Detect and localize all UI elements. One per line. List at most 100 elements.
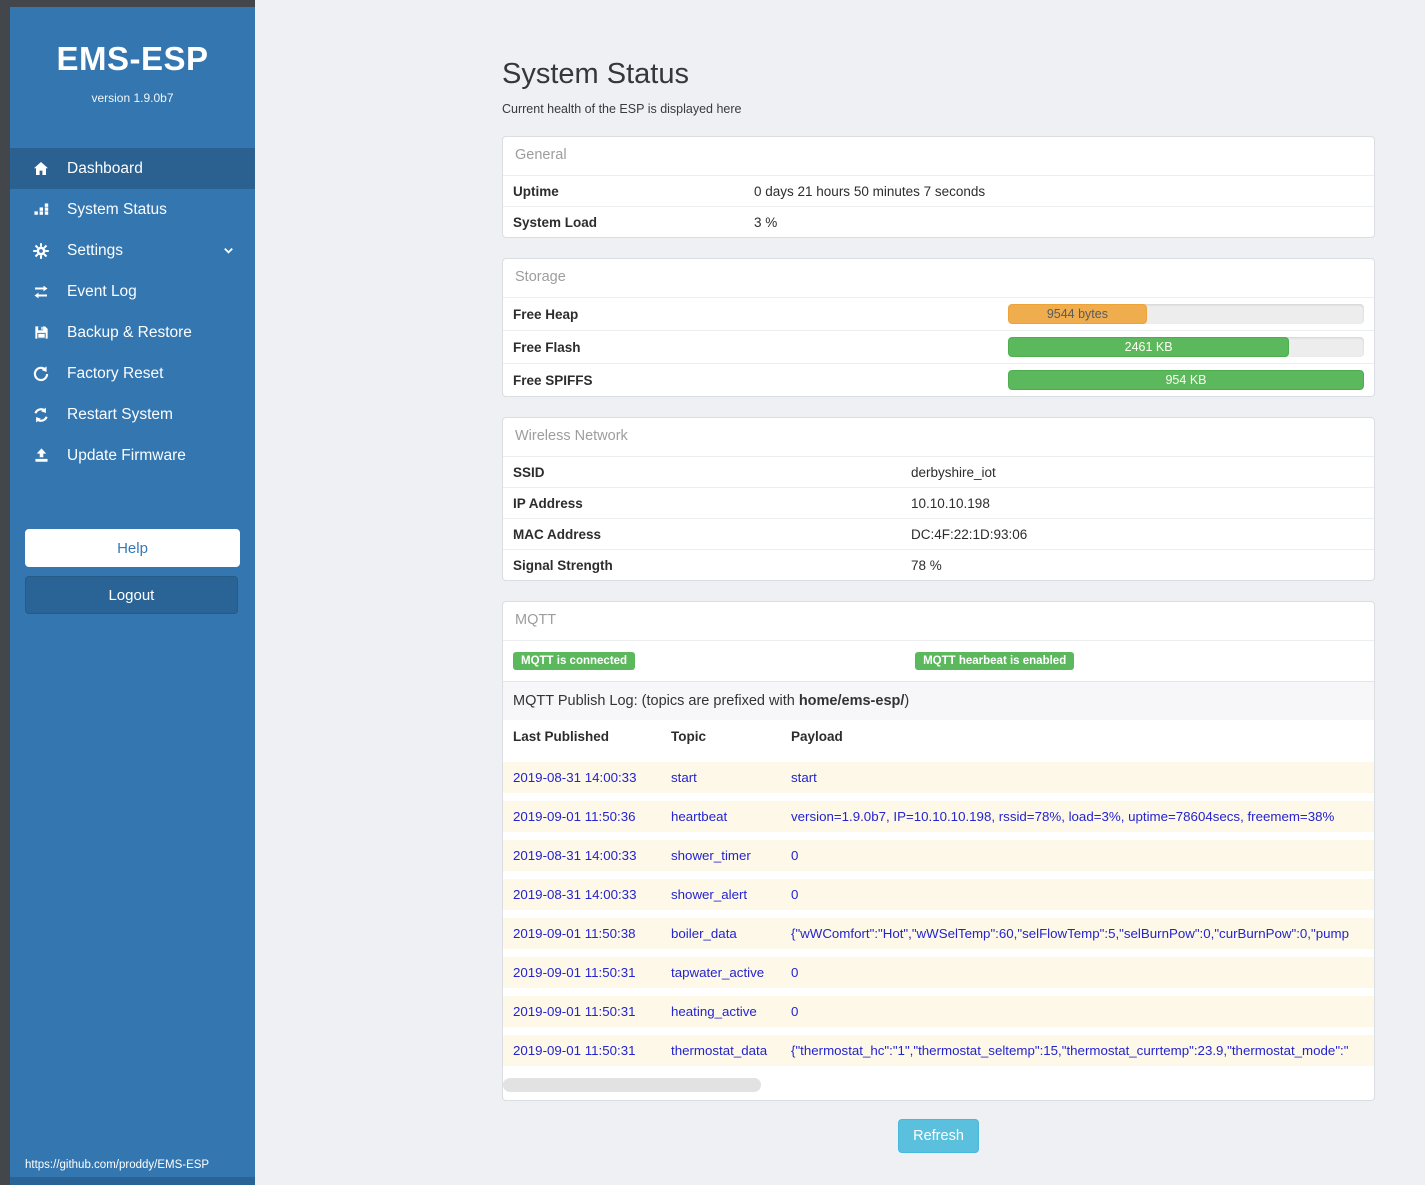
system-load-label: System Load: [513, 214, 598, 230]
sidebar-item-label: Dashboard: [67, 159, 143, 177]
logout-button[interactable]: Logout: [25, 576, 238, 614]
gear-icon: [31, 242, 51, 260]
log-time: 2019-09-01 11:50:36: [513, 809, 636, 824]
sidebar-item-label: Backup & Restore: [67, 323, 192, 341]
sidebar-item-backup-restore[interactable]: Backup & Restore: [10, 312, 255, 353]
free-flash-progress-fill: 2461 KB: [1008, 337, 1290, 357]
refresh-button[interactable]: Refresh: [898, 1119, 979, 1153]
uptime-value: 0 days 21 hours 50 minutes 7 seconds: [754, 183, 986, 199]
signal-strength-label: Signal Strength: [513, 557, 613, 573]
publish-log-prefix: MQTT Publish Log: (topics are prefixed w…: [513, 693, 799, 709]
ssid-value: derbyshire_iot: [911, 464, 996, 480]
page-subtitle: Current health of the ESP is displayed h…: [502, 102, 742, 116]
wireless-panel-title: Wireless Network: [515, 428, 628, 444]
log-time: 2019-09-01 11:50:31: [513, 1004, 636, 1019]
mac-address-value: DC:4F:22:1D:93:06: [911, 526, 1028, 542]
horizontal-scrollbar-thumb[interactable]: [503, 1078, 761, 1092]
uptime-label: Uptime: [513, 183, 559, 199]
sidebar-item-label: Factory Reset: [67, 364, 164, 382]
log-payload: start: [791, 770, 817, 785]
mqtt-log-row: 2019-09-01 11:50:31 tapwater_active 0: [503, 957, 1374, 988]
free-spiffs-row: Free SPIFFS 954 KB: [503, 363, 1374, 396]
exchange-arrows-icon: [31, 283, 51, 301]
sidebar-item-label: Settings: [67, 241, 124, 259]
mqtt-log-row: 2019-08-31 14:00:33 shower_alert 0: [503, 879, 1374, 910]
mqtt-panel-title: MQTT: [515, 612, 557, 628]
sidebar-item-label: Restart System: [67, 405, 173, 423]
ip-address-row: IP Address 10.10.10.198: [503, 487, 1374, 518]
sidebar-item-factory-reset[interactable]: Factory Reset: [10, 353, 255, 394]
sync-arrows-icon: [31, 406, 51, 424]
system-load-value: 3 %: [754, 214, 778, 230]
mqtt-log-row: 2019-08-31 14:00:33 shower_timer 0: [503, 840, 1374, 871]
ip-address-label: IP Address: [513, 495, 583, 511]
free-flash-label: Free Flash: [513, 339, 581, 355]
col-header-payload: Payload: [791, 729, 843, 744]
col-header-topic: Topic: [671, 729, 706, 744]
log-time: 2019-09-01 11:50:31: [513, 1043, 636, 1058]
general-panel-title: General: [515, 147, 567, 163]
vertical-scrollbar-track[interactable]: [0, 0, 10, 1185]
sidebar-item-event-log[interactable]: Event Log: [10, 271, 255, 312]
log-topic: thermostat_data: [671, 1043, 768, 1058]
log-topic: heating_active: [671, 1004, 757, 1019]
sidebar-item-dashboard[interactable]: Dashboard: [10, 148, 255, 189]
github-link[interactable]: https://github.com/proddy/EMS-ESP: [25, 1159, 210, 1171]
status-bars-icon: [31, 201, 51, 218]
sidebar-item-label: Update Firmware: [67, 446, 186, 464]
log-payload: 0: [791, 1004, 799, 1019]
app-title: EMS-ESP: [56, 40, 209, 77]
general-panel: General Uptime 0 days 21 hours 50 minute…: [502, 136, 1375, 238]
sidebar-item-update-firmware[interactable]: Update Firmware: [10, 435, 255, 476]
log-topic: shower_alert: [671, 887, 748, 902]
upload-arrow-icon: [31, 447, 51, 464]
free-flash-progressbar: 2461 KB: [1008, 337, 1364, 357]
log-payload: 0: [791, 848, 799, 863]
log-topic: tapwater_active: [671, 965, 765, 980]
free-heap-progress-fill: 9544 bytes: [1008, 304, 1147, 324]
mqtt-log-row: 2019-09-01 11:50:38 boiler_data {"wWComf…: [503, 918, 1374, 949]
mqtt-badges-row: MQTT is connected MQTT hearbeat is enabl…: [503, 640, 1374, 681]
free-flash-row: Free Flash 2461 KB: [503, 330, 1374, 363]
system-load-row: System Load 3 %: [503, 206, 1374, 237]
home-icon: [31, 160, 51, 178]
signal-strength-value: 78 %: [911, 557, 942, 573]
log-time: 2019-08-31 14:00:33: [513, 887, 637, 902]
sidebar-item-restart-system[interactable]: Restart System: [10, 394, 255, 435]
log-time: 2019-08-31 14:00:33: [513, 770, 637, 785]
sidebar-item-settings[interactable]: Settings: [10, 230, 255, 271]
wireless-network-panel: Wireless Network SSID derbyshire_iot IP …: [502, 417, 1375, 581]
free-heap-label: Free Heap: [513, 306, 579, 322]
publish-log-topic-prefix: home/ems-esp/: [798, 693, 905, 709]
log-payload: {"wWComfort":"Hot","wWSelTemp":60,"selFl…: [791, 926, 1349, 941]
log-topic: shower_timer: [671, 848, 751, 863]
log-topic: start: [671, 770, 697, 785]
ssid-row: SSID derbyshire_iot: [503, 456, 1374, 487]
mqtt-connected-badge: MQTT is connected: [513, 652, 636, 670]
help-button[interactable]: Help: [25, 529, 240, 567]
col-header-last-published: Last Published: [513, 729, 610, 744]
log-payload: version=1.9.0b7, IP=10.10.10.198, rssid=…: [791, 809, 1335, 824]
mqtt-log-row: 2019-09-01 11:50:31 thermostat_data {"th…: [503, 1035, 1374, 1066]
free-spiffs-progressbar: 954 KB: [1008, 370, 1364, 390]
mac-address-row: MAC Address DC:4F:22:1D:93:06: [503, 518, 1374, 549]
log-time: 2019-09-01 11:50:38: [513, 926, 636, 941]
mac-address-label: MAC Address: [513, 526, 602, 542]
mqtt-log-row: 2019-09-01 11:50:31 heating_active 0: [503, 996, 1374, 1027]
mqtt-log-header-row: Last Published Topic Payload: [503, 720, 1374, 754]
free-heap-progressbar: 9544 bytes: [1008, 304, 1364, 324]
uptime-row: Uptime 0 days 21 hours 50 minutes 7 seco…: [503, 175, 1374, 206]
mqtt-panel: MQTT MQTT is connected MQTT hearbeat is …: [502, 601, 1375, 1101]
sidebar-item-system-status[interactable]: System Status: [10, 189, 255, 230]
mqtt-heartbeat-badge: MQTT hearbeat is enabled: [915, 652, 1075, 670]
log-payload: {"thermostat_hc":"1","thermostat_seltemp…: [791, 1043, 1349, 1058]
mqtt-log-row: 2019-08-31 14:00:33 start start: [503, 762, 1374, 793]
ip-address-value: 10.10.10.198: [911, 495, 990, 511]
sidebar-nav: Dashboard System Status: [10, 148, 255, 476]
chevron-down-icon: [222, 244, 235, 257]
log-payload: 0: [791, 887, 799, 902]
sidebar: EMS-ESP version 1.9.0b7 Dashboard System…: [10, 0, 255, 1185]
publish-log-suffix: ): [904, 693, 910, 709]
rotate-arrow-icon: [31, 365, 51, 383]
sidebar-bottom-bar: [10, 1177, 255, 1185]
